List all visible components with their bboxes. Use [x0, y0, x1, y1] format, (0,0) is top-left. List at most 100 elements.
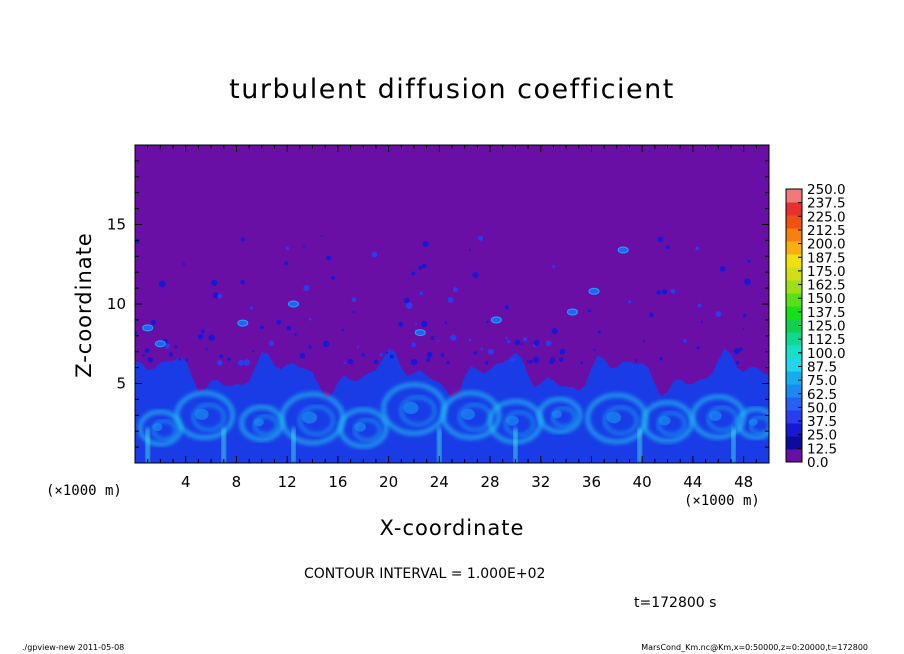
- colorbar-label: 162.5: [807, 278, 846, 294]
- turbulent-cell: [478, 235, 484, 241]
- turbulent-cell: [219, 354, 224, 359]
- turbulent-cell: [285, 246, 290, 250]
- turbulent-cell: [168, 352, 174, 357]
- eddy-inner: [706, 405, 738, 432]
- turbulent-cell: [440, 352, 445, 357]
- colorbar-swatch: [786, 358, 802, 372]
- plume-streak: [731, 428, 736, 463]
- turbulent-cell: [347, 358, 354, 365]
- turbulent-cell: [240, 237, 246, 242]
- colorbar-swatch: [786, 280, 802, 294]
- x-tick-label: 44: [683, 473, 702, 491]
- turbulent-cell: [351, 297, 357, 303]
- colorbar-swatch: [786, 189, 802, 203]
- turbulent-cell: [597, 330, 601, 334]
- turbulent-cell: [735, 361, 740, 365]
- turbulent-cell: [240, 279, 246, 285]
- eddy-core: [301, 411, 318, 424]
- turbulent-cell: [747, 259, 751, 263]
- turbulent-cell: [507, 339, 511, 344]
- turbulent-cell: [548, 361, 551, 364]
- turbulent-cell: [715, 311, 722, 317]
- colorbar-label: 175.0: [807, 264, 846, 280]
- colorbar-swatch: [786, 397, 802, 411]
- turbulent-cell-large: [617, 246, 629, 254]
- x-tick-label: 16: [328, 473, 347, 491]
- turbulent-cell: [212, 292, 219, 299]
- turbulent-cell: [696, 346, 700, 350]
- turbulent-cell: [628, 300, 632, 304]
- turbulent-cell: [341, 328, 345, 331]
- turbulent-cell: [505, 336, 508, 340]
- turbulent-cell: [405, 302, 413, 309]
- colorbar-label: 50.0: [807, 400, 837, 416]
- eddy-core: [461, 408, 475, 420]
- turbulent-cell: [252, 350, 255, 353]
- turbulent-cell: [326, 255, 332, 261]
- x-axis-label: X-coordinate: [379, 516, 525, 540]
- turbulent-cell: [330, 275, 336, 281]
- eddy-inner: [191, 403, 226, 432]
- colorbar-label: 62.5: [807, 387, 837, 403]
- turbulent-cell: [135, 238, 140, 244]
- turbulent-cell: [472, 272, 479, 279]
- x-unit-label-left: (×1000 m): [46, 483, 122, 499]
- colorbar-swatch: [786, 319, 802, 333]
- turbulent-cell-large: [142, 324, 154, 332]
- turbulent-cell: [386, 351, 389, 354]
- x-tick-label: 24: [430, 473, 449, 491]
- eddy-inner: [253, 414, 279, 436]
- turbulent-cell: [371, 251, 378, 258]
- eddy-core: [506, 415, 519, 426]
- turbulent-cell: [237, 359, 245, 366]
- turbulent-cell: [205, 347, 208, 351]
- turbulent-cell: [410, 358, 418, 366]
- x-tick-label: 20: [379, 473, 398, 491]
- turbulent-cell: [294, 333, 297, 336]
- colorbar-label: 125.0: [807, 319, 846, 335]
- colorbar-swatch: [786, 202, 802, 216]
- turbulent-cell: [486, 320, 490, 324]
- turbulent-cell: [665, 245, 670, 250]
- turbulent-cell: [550, 357, 556, 363]
- colorbar-swatch: [786, 293, 802, 307]
- eddy-outer: [338, 407, 389, 449]
- turbulent-cell: [211, 279, 218, 286]
- colorbar-swatch: [786, 345, 802, 359]
- turbulent-cell: [150, 319, 157, 326]
- turbulent-cell: [468, 338, 472, 342]
- turbulent-cell: [514, 339, 521, 346]
- turbulent-cell: [411, 342, 416, 348]
- turbulent-cell: [373, 359, 379, 365]
- turbulent-cell: [719, 265, 726, 272]
- x-tick-label: 28: [480, 473, 499, 491]
- colorbar: 250.0237.5225.0212.5200.0187.5175.0162.5…: [785, 182, 846, 471]
- turbulent-cell-large: [414, 329, 426, 337]
- turbulent-cell: [303, 245, 306, 248]
- turbulent-cell: [532, 356, 540, 364]
- turbulent-cell: [558, 357, 564, 363]
- turbulent-cell: [303, 285, 310, 292]
- y-tick-label: 10: [107, 295, 126, 313]
- eddy-core: [658, 415, 671, 426]
- turbulent-cell: [526, 360, 530, 363]
- turbulent-cell: [299, 352, 306, 359]
- turbulent-cell: [634, 359, 638, 362]
- turbulent-cell: [447, 297, 454, 303]
- turbulent-cell: [227, 357, 231, 361]
- eddy-core: [354, 422, 366, 432]
- eddy-inner: [656, 411, 687, 437]
- y-tick-label: 5: [116, 375, 126, 393]
- x-tick-label: 12: [278, 473, 297, 491]
- plot-area: [135, 145, 769, 463]
- turbulent-cell: [197, 333, 204, 340]
- turbulent-cell: [308, 317, 312, 321]
- turbulent-cell: [142, 353, 145, 357]
- eddy-inner: [603, 405, 639, 436]
- turbulent-cell: [446, 360, 450, 365]
- turbulent-cell: [135, 330, 138, 335]
- eddy-outer: [537, 397, 583, 434]
- turbulent-cell: [509, 357, 516, 363]
- turbulent-cell: [418, 265, 423, 270]
